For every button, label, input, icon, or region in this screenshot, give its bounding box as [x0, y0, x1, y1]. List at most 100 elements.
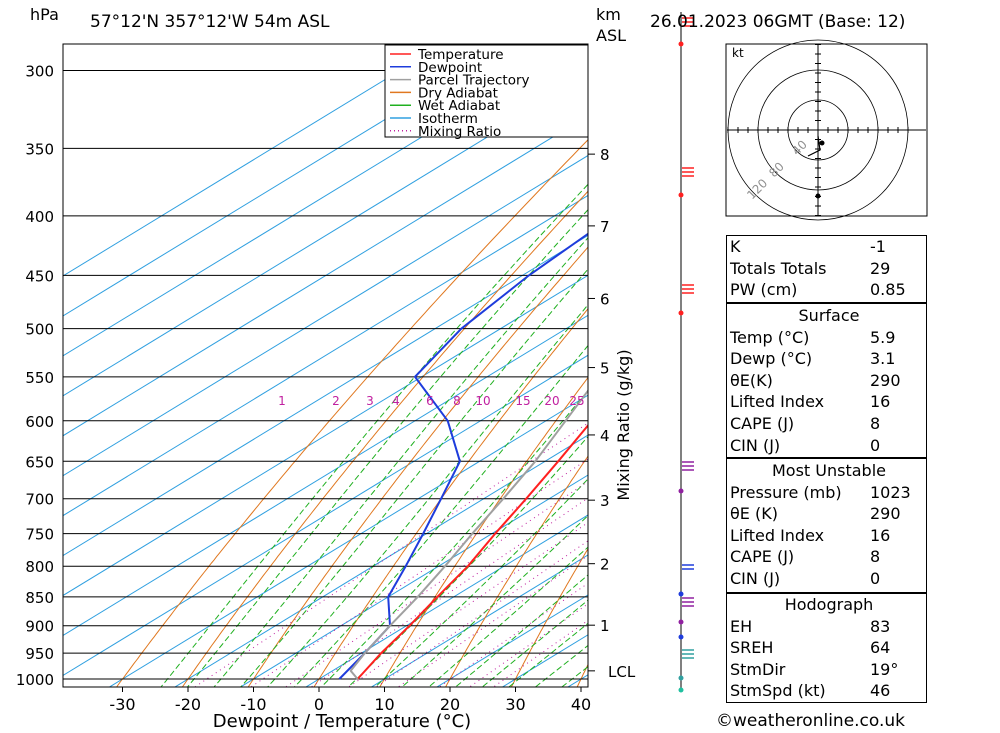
temp-tick-label: 10 — [374, 695, 394, 714]
dry-adiabat-line — [247, 246, 588, 687]
temp-tick-label: 20 — [440, 695, 460, 714]
mu-key: θE (K) — [730, 504, 778, 524]
km-tick-label: 7 — [600, 218, 610, 236]
mu-value: 8 — [870, 547, 881, 567]
mixing-ratio-line — [438, 582, 588, 687]
isotherm-line — [305, 514, 588, 687]
credit-link[interactable]: ©weatheronline.co.uk — [716, 711, 906, 731]
wet-adiabat-line — [374, 478, 588, 687]
legend-box — [384, 44, 589, 138]
isotherm-line — [108, 394, 588, 687]
index-row: K -1 — [726, 236, 932, 258]
temp-tick-label: -30 — [109, 695, 135, 714]
surface-value: 3.1 — [870, 349, 896, 369]
hodo-key: StmSpd (kt) — [730, 681, 826, 701]
hpa-unit-label: hPa — [30, 5, 59, 24]
index-key: K — [730, 237, 741, 256]
x-axis-label: Dewpoint / Temperature (°C) — [213, 711, 471, 732]
mu-key: Pressure (mb) — [730, 482, 842, 502]
mu-value: 16 — [870, 525, 891, 545]
parcel-trajectory-line — [349, 389, 588, 680]
hodograph-point — [815, 193, 821, 199]
dry-adiabat-line — [445, 455, 588, 687]
isotherm-line — [239, 474, 588, 687]
pressure-lines — [63, 69, 588, 680]
km-tick-label: 3 — [600, 492, 610, 510]
mixing-ratio-label: 8 — [453, 394, 461, 408]
wet-adiabat-line — [428, 546, 588, 687]
index-key: PW (cm) — [730, 280, 798, 300]
mixing-ratio-label: 25 — [569, 394, 584, 408]
hodograph-params-box — [726, 593, 927, 703]
surface-key: CIN (J) — [730, 435, 781, 455]
indices-top-box — [726, 235, 927, 303]
wind-level-dot — [678, 591, 684, 597]
dry-adiabat-line — [968, 53, 1000, 703]
pressure-tick-label: 600 — [25, 413, 54, 431]
isotherm-line — [436, 594, 588, 687]
wind-level-dot — [678, 687, 684, 693]
wind-profile — [678, 12, 694, 693]
hodo-value: 64 — [870, 638, 891, 658]
isotherm-line — [63, 75, 588, 397]
mu-key: CIN (J) — [730, 568, 781, 588]
km-tick-label: 5 — [600, 360, 610, 378]
surface-box — [726, 303, 927, 458]
mixing-ratio-line — [397, 554, 588, 687]
pressure-tick-label: 750 — [25, 526, 54, 544]
hodo-key: EH — [730, 616, 753, 636]
wind-level-dot — [678, 634, 684, 640]
dry-adiabat-line — [313, 307, 588, 687]
wet-adiabat-line — [508, 622, 588, 687]
surface-value: 8 — [870, 413, 881, 433]
hodo-value: 46 — [870, 681, 891, 701]
pressure-tick-label: 950 — [25, 645, 54, 663]
surface-value: 0 — [870, 435, 881, 455]
hodo-value: 83 — [870, 616, 891, 636]
km-tick-label: 1 — [600, 617, 610, 635]
index-key: Totals Totals — [730, 258, 827, 278]
isotherm-line — [63, 114, 588, 437]
mixing-ratio-label: 4 — [392, 394, 400, 408]
mixing-ratio-label: 3 — [366, 394, 374, 408]
pressure-tick-label: 900 — [25, 618, 54, 636]
km-tick-label: 2 — [600, 556, 610, 574]
km-tick-label: 6 — [600, 290, 610, 308]
wind-level-dot — [678, 41, 684, 47]
plot-frame — [62, 43, 589, 688]
pressure-tick-label: 500 — [25, 321, 54, 339]
legend-label: Dewpoint — [418, 60, 482, 76]
mixing-ratio-label: 10 — [475, 394, 490, 408]
mixing-ratio-line — [375, 540, 588, 687]
hodo-key: SREH — [730, 638, 774, 658]
wet-adiabat-line — [320, 389, 588, 687]
hodograph-params-table: Hodograph EH 83 SREH 64 StmDir 19° StmSpd (… — [726, 594, 932, 702]
isotherm-line — [63, 154, 588, 477]
legend-label: Dry Adiabat — [418, 85, 498, 101]
mu-value: 1023 — [870, 482, 911, 502]
mixing-ratio-line — [468, 603, 588, 687]
pressure-tick-label: 400 — [25, 208, 54, 226]
legend-label: Parcel Trajectory — [418, 73, 530, 89]
hodograph-unit-label: kt — [732, 46, 744, 60]
surface-table: Surface Temp (°C) 5.9 Dewp (°C) 3.1 θE(K) 2… — [726, 305, 932, 456]
temp-tick-label: -10 — [240, 695, 266, 714]
dry-adiabat-line — [510, 547, 588, 687]
surface-value: 5.9 — [870, 327, 896, 347]
wet-adiabat-line — [481, 599, 588, 687]
km-tick-label: 4 — [600, 427, 610, 445]
km-tick-label: 8 — [600, 146, 610, 164]
wet-adiabat-line — [266, 304, 588, 687]
isotherm-line — [63, 354, 588, 676]
index-value: 29 — [870, 258, 891, 278]
pressure-tick-label: 550 — [25, 369, 54, 387]
legend-label: Temperature — [417, 47, 504, 63]
surface-key: θE(K) — [730, 370, 773, 390]
mu-key: Lifted Index — [730, 525, 825, 545]
surface-key: CAPE (J) — [730, 413, 795, 433]
wind-level-dot — [678, 619, 684, 625]
pressure-tick-label: 850 — [25, 589, 54, 607]
surface-value: 16 — [870, 392, 891, 412]
surface-key: Dewp (°C) — [730, 349, 813, 369]
